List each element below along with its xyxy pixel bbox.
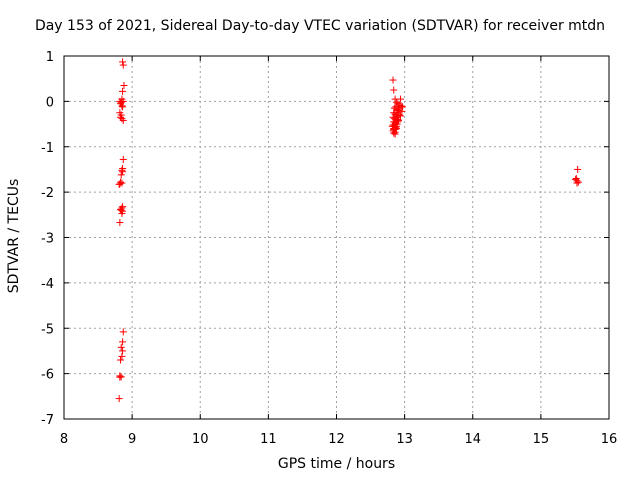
data-point <box>574 165 582 173</box>
data-point <box>117 356 125 364</box>
x-tick-label: 9 <box>128 432 136 447</box>
x-tick-label: 12 <box>328 432 345 447</box>
data-point <box>120 81 128 89</box>
data-point <box>118 115 126 123</box>
data-point <box>573 179 581 187</box>
data-point <box>388 122 396 130</box>
data-point <box>116 219 124 227</box>
data-point <box>118 102 126 110</box>
chart-title: Day 153 of 2021, Sidereal Day-to-day VTE… <box>34 18 606 34</box>
data-point <box>394 116 402 124</box>
data-point <box>397 112 405 120</box>
data-point <box>117 343 125 351</box>
data-point <box>119 87 127 95</box>
data-point <box>118 179 126 187</box>
data-point <box>391 130 399 138</box>
plot-frame <box>63 55 610 420</box>
data-point <box>118 209 126 217</box>
y-tick-label: -1 <box>41 141 54 156</box>
data-point <box>398 107 406 115</box>
data-point <box>119 61 127 69</box>
data-point <box>390 86 398 94</box>
y-tick-label: 1 <box>46 50 54 65</box>
x-tick-label: 11 <box>260 432 277 447</box>
data-point <box>392 125 400 133</box>
data-points <box>115 58 582 403</box>
x-tick-label: 14 <box>464 432 481 447</box>
x-tick-label: 10 <box>192 432 209 447</box>
data-point <box>117 206 125 214</box>
y-axis-label: SDTVAR / TECUs <box>6 178 22 294</box>
y-tick-label: -2 <box>41 186 54 201</box>
x-tick-label: 16 <box>601 432 618 447</box>
data-point <box>119 103 127 111</box>
y-tick-label: 0 <box>46 95 54 110</box>
data-point <box>118 352 126 360</box>
data-point <box>119 328 127 336</box>
grid <box>64 56 609 419</box>
data-point <box>117 171 125 179</box>
data-point <box>119 347 127 355</box>
data-point <box>397 95 405 103</box>
data-point <box>119 338 127 346</box>
x-axis-label: GPS time / hours <box>277 456 396 472</box>
data-point <box>389 76 397 84</box>
y-tick-label: -4 <box>41 277 54 292</box>
y-tick-label: -7 <box>41 413 54 428</box>
x-tick-label: 13 <box>396 432 413 447</box>
data-point <box>119 58 127 66</box>
x-tick-label: 8 <box>60 432 68 447</box>
x-tick-label: 15 <box>533 432 550 447</box>
data-point <box>574 178 582 186</box>
data-point <box>117 205 125 213</box>
data-point <box>119 168 127 176</box>
data-point <box>119 116 127 124</box>
data-point <box>119 155 127 163</box>
y-tick-label: -6 <box>41 368 54 383</box>
y-tick-label: -3 <box>41 232 54 247</box>
data-point <box>118 166 126 174</box>
data-point <box>116 373 124 381</box>
data-point <box>115 395 123 403</box>
y-tick-label: -5 <box>41 322 54 337</box>
